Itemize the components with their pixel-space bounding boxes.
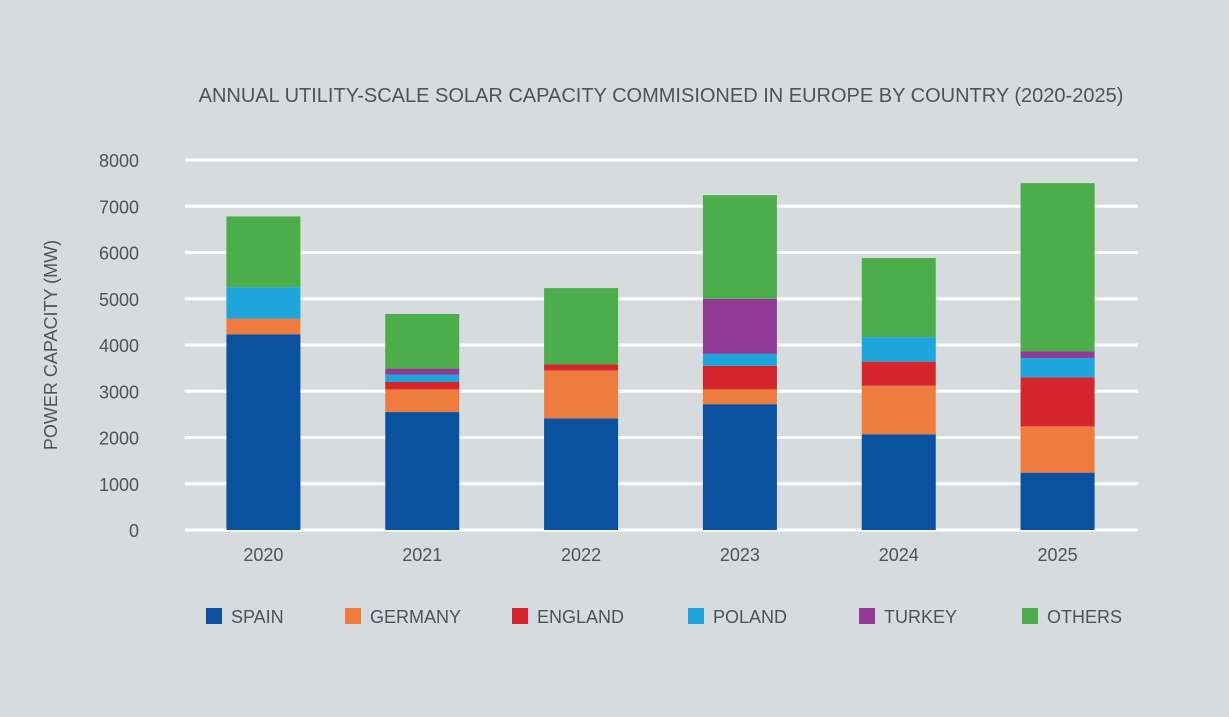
legend-swatch-poland xyxy=(688,608,704,624)
x-tick-label: 2023 xyxy=(720,545,760,565)
bar-segment-turkey-2025 xyxy=(1020,351,1095,358)
y-tick-label: 4000 xyxy=(99,336,139,356)
bar-segment-germany-2021 xyxy=(385,389,460,413)
y-tick-labels: 0 1000 2000 3000 4000 5000 6000 7000 8000 xyxy=(99,151,139,541)
legend-label-england: ENGLAND xyxy=(537,607,624,627)
bar-segment-others-2024 xyxy=(861,258,936,338)
chart-title: ANNUAL UTILITY-SCALE SOLAR CAPACITY COMM… xyxy=(199,85,1124,107)
bar-segment-turkey-2021 xyxy=(385,368,460,375)
legend-swatch-spain xyxy=(206,608,222,624)
bar-segment-poland-2024 xyxy=(861,337,936,362)
bar-segment-poland-2023 xyxy=(702,353,777,366)
bar-segment-others-2021 xyxy=(385,314,460,369)
bar-segment-england-2023 xyxy=(702,365,777,390)
legend-label-others: OTHERS xyxy=(1047,607,1122,627)
bar-segment-germany-2023 xyxy=(702,389,777,405)
x-tick-label: 2020 xyxy=(243,545,283,565)
y-tick-label: 6000 xyxy=(99,244,139,264)
gridlines xyxy=(185,158,1138,532)
legend-label-turkey: TURKEY xyxy=(884,607,957,627)
bars xyxy=(226,183,1095,530)
y-tick-label: 7000 xyxy=(99,197,139,217)
bar-segment-germany-2022 xyxy=(544,370,619,419)
y-tick-label: 5000 xyxy=(99,290,139,310)
bar-segment-spain-2025 xyxy=(1020,472,1095,530)
y-tick-label: 8000 xyxy=(99,151,139,171)
x-tick-label: 2021 xyxy=(402,545,442,565)
bar-segment-poland-2025 xyxy=(1020,357,1095,378)
bar-segment-germany-2020 xyxy=(226,318,301,335)
bar-segment-spain-2020 xyxy=(226,334,301,530)
bar-segment-others-2022 xyxy=(544,288,619,365)
legend-label-germany: GERMANY xyxy=(370,607,461,627)
y-tick-label: 3000 xyxy=(99,382,139,402)
legend-swatch-germany xyxy=(345,608,361,624)
bar-segment-others-2023 xyxy=(702,195,777,299)
bar-segment-england-2021 xyxy=(385,382,460,390)
bar-segment-poland-2020 xyxy=(226,287,301,319)
x-tick-label: 2025 xyxy=(1038,545,1078,565)
legend-swatch-england xyxy=(512,608,528,624)
bar-segment-england-2024 xyxy=(861,361,936,386)
legend-swatch-turkey xyxy=(859,608,875,624)
legend-label-poland: POLAND xyxy=(713,607,787,627)
bar-segment-england-2025 xyxy=(1020,377,1095,427)
x-tick-label: 2022 xyxy=(561,545,601,565)
legend-swatch-others xyxy=(1022,608,1038,624)
bar-segment-germany-2024 xyxy=(861,385,936,435)
legend: SPAIN GERMANY ENGLAND POLAND TURKEY OTHERS xyxy=(206,607,1122,627)
bar-segment-germany-2025 xyxy=(1020,426,1095,473)
bar-segment-spain-2021 xyxy=(385,412,460,530)
legend-label-spain: SPAIN xyxy=(231,607,284,627)
bar-segment-spain-2022 xyxy=(544,418,619,530)
bar-segment-spain-2024 xyxy=(861,434,936,530)
y-axis-label: POWER CAPACITY (MW) xyxy=(41,240,61,450)
bar-segment-spain-2023 xyxy=(702,404,777,530)
bar-segment-england-2022 xyxy=(544,364,619,371)
x-tick-label: 2024 xyxy=(879,545,919,565)
bar-segment-others-2025 xyxy=(1020,183,1095,352)
y-tick-label: 1000 xyxy=(99,475,139,495)
bar-segment-others-2020 xyxy=(226,216,301,288)
y-tick-label: 2000 xyxy=(99,429,139,449)
bar-segment-poland-2021 xyxy=(385,374,460,382)
x-tick-labels: 2020 2021 2022 2023 2024 2025 xyxy=(243,545,1077,565)
y-tick-label: 0 xyxy=(129,521,139,541)
bar-segment-turkey-2023 xyxy=(702,298,777,354)
